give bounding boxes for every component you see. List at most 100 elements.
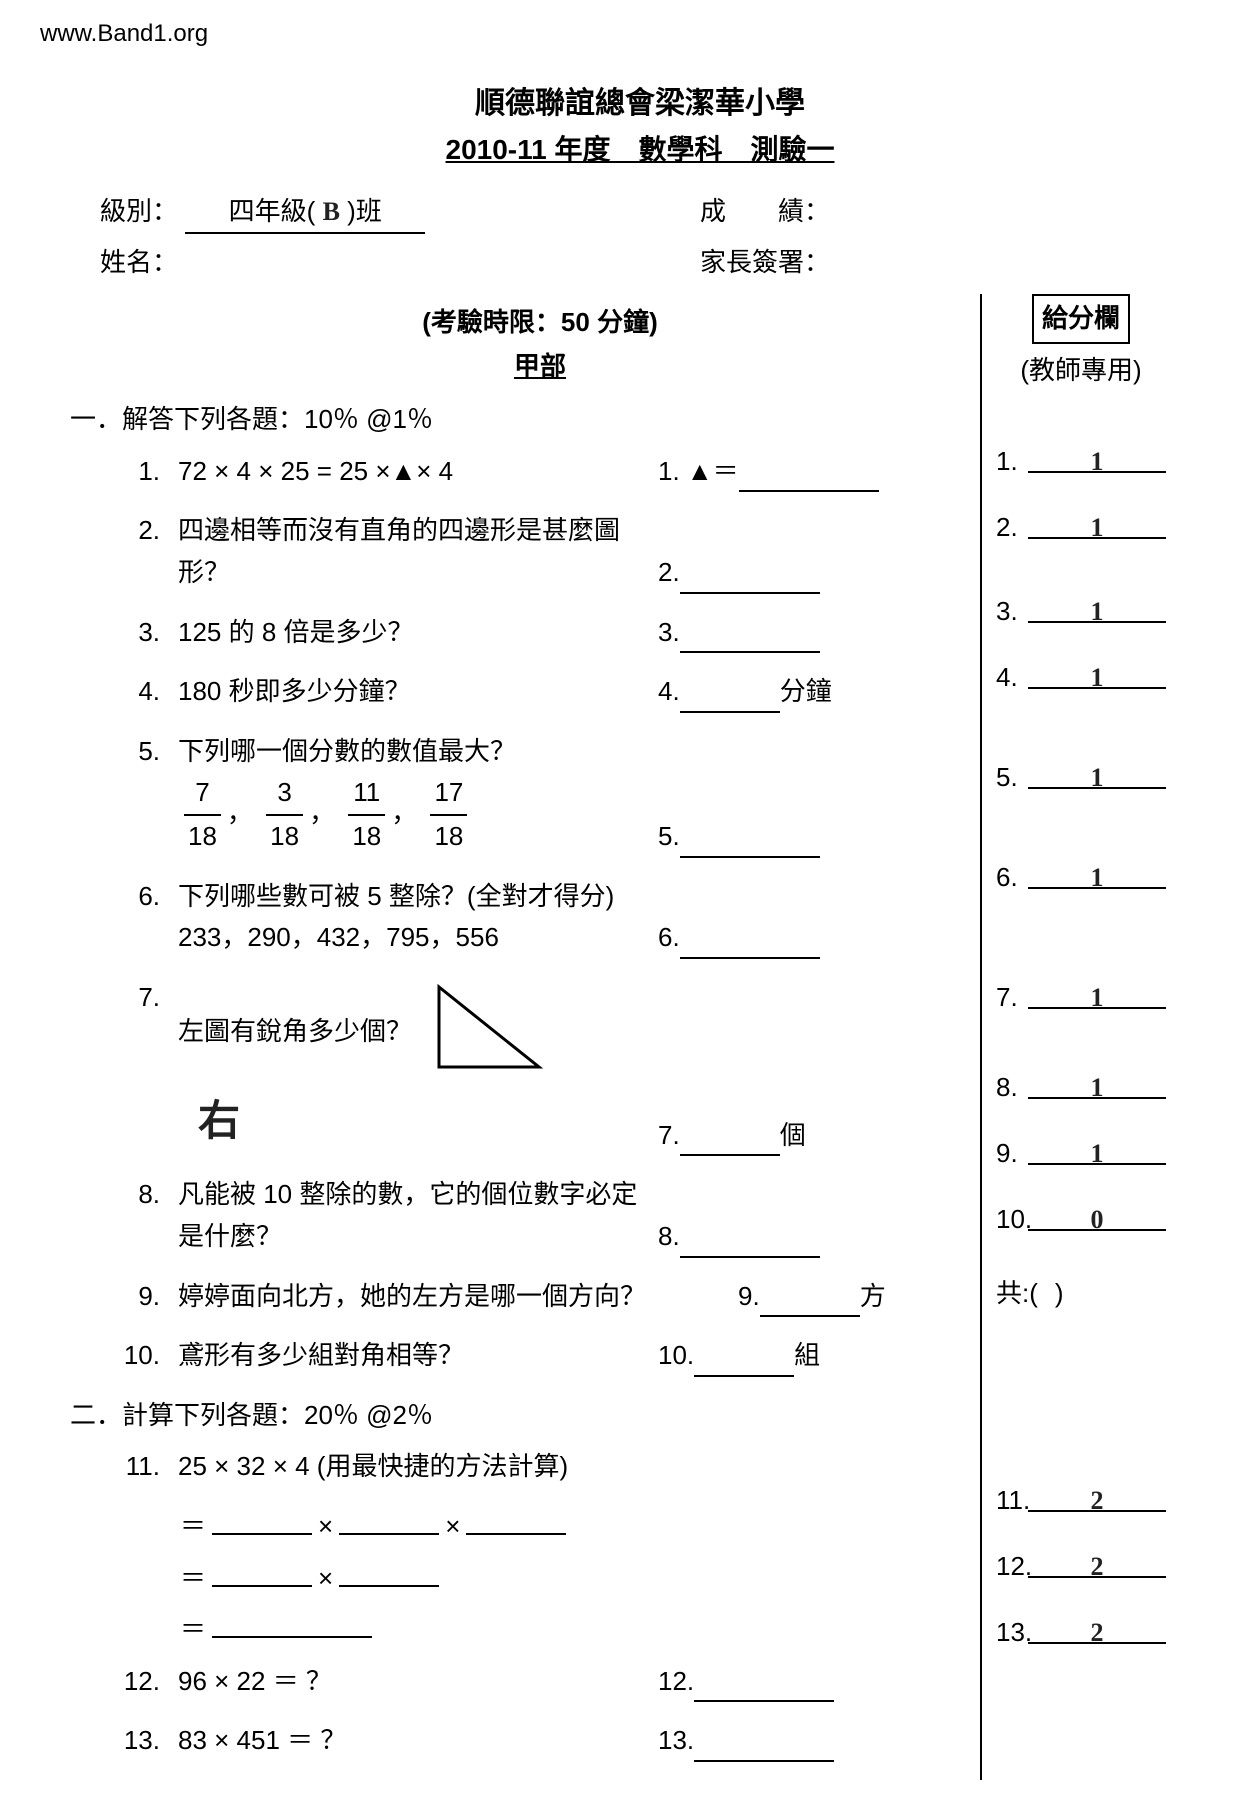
- q-text: 下列哪一個分數的數值最大？ 718， 318， 1118， 1718: [178, 731, 658, 858]
- score-row-1: 1.1: [996, 441, 1166, 481]
- answer-blank[interactable]: [739, 464, 879, 492]
- score-value: 1: [1028, 857, 1166, 889]
- question-2: 2. 四邊相等而沒有直角的四邊形是甚麼圖形？ 2.: [100, 510, 980, 593]
- score-row-13: 13.2: [996, 1612, 1166, 1652]
- score-value: 2: [1028, 1480, 1166, 1512]
- q-num: 13.: [100, 1720, 178, 1762]
- section-2-heading: 二．計算下列各題：20％ @2％: [70, 1395, 980, 1437]
- answer-blank[interactable]: [680, 1230, 820, 1258]
- score-row-8: 8.1: [996, 1067, 1166, 1107]
- question-7: 7. 左圖有銳角多少個？ 右 7.個: [100, 977, 980, 1157]
- score-value: 1: [1028, 591, 1166, 623]
- answer-blank[interactable]: [680, 685, 780, 713]
- q-text: 125 的 8 倍是多少？: [178, 612, 658, 654]
- score-row-9: 9.1: [996, 1133, 1166, 1173]
- score-value: 1: [1028, 757, 1166, 789]
- question-10: 10. 鳶形有多少組對角相等？ 10.組: [100, 1335, 980, 1377]
- score-value: 1: [1028, 507, 1166, 539]
- q-num: 8.: [100, 1174, 178, 1216]
- year-subject-line: 2010-11 年度 數學科 測驗一: [100, 128, 1180, 173]
- frac-num: 7: [184, 772, 221, 816]
- ans-prefix: 3.: [658, 612, 680, 654]
- question-4: 4. 180 秒即多少分鐘？ 4.分鐘: [100, 671, 980, 713]
- q-num: 11.: [100, 1446, 178, 1488]
- calc-blank[interactable]: [212, 1612, 372, 1638]
- section-1-heading: 一．解答下列各題：10％ @1％: [70, 399, 980, 441]
- q-num: 2.: [100, 510, 178, 552]
- time-limit: (考驗時限：50 分鐘): [100, 302, 980, 344]
- frac-den: 18: [348, 816, 385, 858]
- q-text: 83 × 451 ＝ ？: [178, 1720, 658, 1762]
- question-8: 8. 凡能被 10 整除的數，它的個位數字必定是什麼？ 8.: [100, 1174, 980, 1257]
- q-text: 四邊相等而沒有直角的四邊形是甚麼圖形？: [178, 510, 658, 593]
- score-row-11: 11.2: [996, 1480, 1166, 1520]
- q-num: 10.: [100, 1335, 178, 1377]
- class-suffix: )班: [347, 196, 382, 226]
- ans-suffix: 分鐘: [780, 671, 832, 713]
- frac-den: 18: [266, 816, 303, 858]
- q-text: 180 秒即多少分鐘？: [178, 671, 658, 713]
- answer-blank[interactable]: [760, 1289, 860, 1317]
- name-label: 姓名：: [100, 242, 700, 284]
- name-row: 姓名： 家長簽署：: [100, 242, 1180, 284]
- score-value: 1: [1028, 977, 1166, 1009]
- sign-label: 家長簽署：: [700, 242, 1180, 284]
- total-suffix: ): [1055, 1278, 1064, 1308]
- question-13: 13. 83 × 451 ＝ ？ 13.: [100, 1720, 980, 1762]
- score-row-3: 3.1: [996, 591, 1166, 631]
- ans-prefix: 13.: [658, 1720, 694, 1762]
- q6-line1: 下列哪些數可被 5 整除？(全對才得分): [178, 876, 658, 918]
- q-num: 9.: [100, 1276, 178, 1318]
- frac-num: 17: [430, 772, 467, 816]
- section-total: 共:( ): [996, 1265, 1166, 1319]
- answer-blank[interactable]: [680, 931, 820, 959]
- score-column: 給分欄 (教師專用) 1.1 2.1 3.1 4.1 5.1 6.1 7.1 8…: [980, 294, 1166, 1780]
- question-6: 6. 下列哪些數可被 5 整除？(全對才得分) 233，290，432，795，…: [100, 876, 980, 959]
- score-value: 1: [1028, 657, 1166, 689]
- answer-blank[interactable]: [680, 566, 820, 594]
- score-col-title: 給分欄: [1032, 294, 1130, 344]
- calc-blank[interactable]: [212, 1509, 312, 1535]
- answer-blank[interactable]: [680, 625, 820, 653]
- ans-prefix: 9.: [738, 1276, 760, 1318]
- calc-blank[interactable]: [212, 1561, 312, 1587]
- score-row-12: 12.2: [996, 1546, 1166, 1586]
- ans-suffix: 組: [794, 1335, 820, 1377]
- total-label: 共:(: [996, 1278, 1038, 1308]
- grade-label: 級別：: [100, 196, 178, 226]
- score-row-7: 7.1: [996, 977, 1166, 1017]
- q6-line2: 233，290，432，795，556: [178, 917, 658, 959]
- calc-blank[interactable]: [466, 1509, 566, 1535]
- q-text: 左圖有銳角多少個？ 右: [178, 977, 658, 1157]
- calc-line-2: ＝×: [180, 1558, 980, 1600]
- ans-suffix: 方: [860, 1276, 886, 1318]
- ans-prefix: 7.: [658, 1115, 680, 1157]
- score-row-10: 10.0: [996, 1199, 1166, 1239]
- score-row-4: 4.1: [996, 657, 1166, 697]
- q-num: 5.: [100, 731, 178, 773]
- score-value: 2: [1028, 1612, 1166, 1644]
- question-9: 9. 婷婷面向北方，她的左方是哪一個方向？ 9. 方: [100, 1276, 980, 1318]
- answer-blank[interactable]: [680, 830, 820, 858]
- question-5: 5. 下列哪一個分數的數值最大？ 718， 318， 1118， 1718 5.: [100, 731, 980, 858]
- calc-blank[interactable]: [339, 1561, 439, 1587]
- score-row-2: 2.1: [996, 507, 1166, 547]
- school-name: 順德聯誼總會梁潔華小學: [100, 80, 1180, 128]
- answer-blank[interactable]: [694, 1734, 834, 1762]
- q-num: 1.: [100, 451, 178, 493]
- q7-handwritten: 右: [198, 1089, 658, 1156]
- question-11: 11. 25 × 32 × 4 (用最快捷的方法計算): [100, 1446, 980, 1488]
- q-text: 婷婷面向北方，她的左方是哪一個方向？: [178, 1276, 738, 1318]
- score-row-5: 5.1: [996, 757, 1166, 797]
- ans-prefix: 12.: [658, 1661, 694, 1703]
- frac-den: 18: [184, 816, 221, 858]
- calc-blank[interactable]: [339, 1509, 439, 1535]
- answer-blank[interactable]: [694, 1674, 834, 1702]
- ans-prefix: 6.: [658, 917, 680, 959]
- answer-blank[interactable]: [694, 1349, 794, 1377]
- ans-prefix: 4.: [658, 671, 680, 713]
- part-a-label: 甲部: [100, 346, 980, 388]
- frac-num: 3: [266, 772, 303, 816]
- q5-fractions: 718， 318， 1118， 1718: [178, 772, 658, 857]
- answer-blank[interactable]: [680, 1128, 780, 1156]
